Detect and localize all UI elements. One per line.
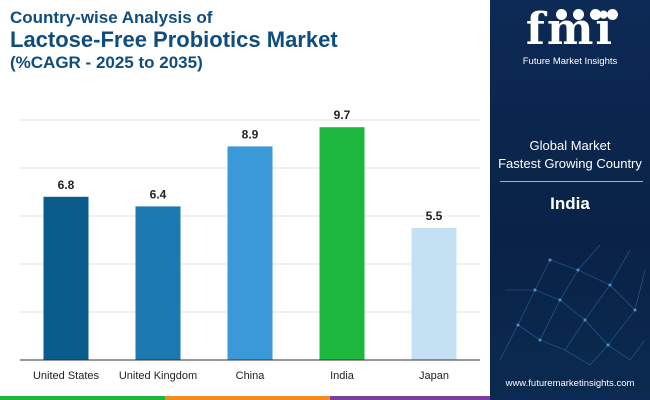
category-label: United Kingdom [119, 370, 197, 382]
panel-divider [500, 181, 643, 182]
bottom-bar-segment [490, 396, 650, 400]
logo-company-name: Future Market Insights [522, 56, 618, 67]
value-label: 9.7 [334, 108, 351, 122]
bar-india [319, 127, 365, 360]
info-panel: fmi Future Market Insights Global Market… [490, 0, 650, 400]
category-label: Japan [419, 370, 449, 382]
bar-japan [411, 228, 457, 360]
value-label: 5.5 [426, 209, 443, 223]
title-line-1: Country-wise Analysis of [10, 8, 213, 27]
value-label: 6.8 [58, 178, 75, 192]
website-url: www.futuremarketinsights.com [505, 378, 635, 389]
title-line-2: Lactose-Free Probiotics Market [10, 27, 338, 52]
fmi-logo: fmi Future Market Insights [504, 6, 636, 67]
category-labels: United States United Kingdom China India Jap… [33, 370, 449, 382]
bottom-color-bar [0, 396, 650, 400]
bar-china [227, 146, 273, 360]
bar-chart: 6.8 6.4 8.9 9.7 5.5 United States United King… [20, 108, 480, 382]
network-decoration [499, 244, 646, 366]
category-label: United States [33, 370, 100, 382]
bottom-bar-segment [165, 396, 330, 400]
bottom-bar-segment [0, 396, 165, 400]
value-labels: 6.8 6.4 8.9 9.7 5.5 [58, 108, 443, 223]
value-label: 6.4 [150, 187, 167, 201]
info-line-2: Fastest Growing Country [498, 156, 642, 171]
category-label: China [236, 370, 266, 382]
info-line-1: Global Market [529, 138, 611, 153]
bar-united-states [43, 196, 89, 360]
chart-header: Country-wise Analysis of Lactose-Free Pr… [10, 8, 480, 74]
bottom-bar-segment [330, 396, 490, 400]
logo-dots-icon [556, 9, 626, 23]
fastest-country: India [550, 194, 590, 213]
title-line-3: (%CAGR - 2025 to 2035) [10, 53, 203, 72]
panel-info: Global Market Fastest Growing Country [490, 137, 650, 173]
category-label: India [330, 370, 355, 382]
bar-united-kingdom [135, 206, 181, 360]
value-label: 8.9 [242, 127, 259, 141]
bars [43, 127, 457, 360]
